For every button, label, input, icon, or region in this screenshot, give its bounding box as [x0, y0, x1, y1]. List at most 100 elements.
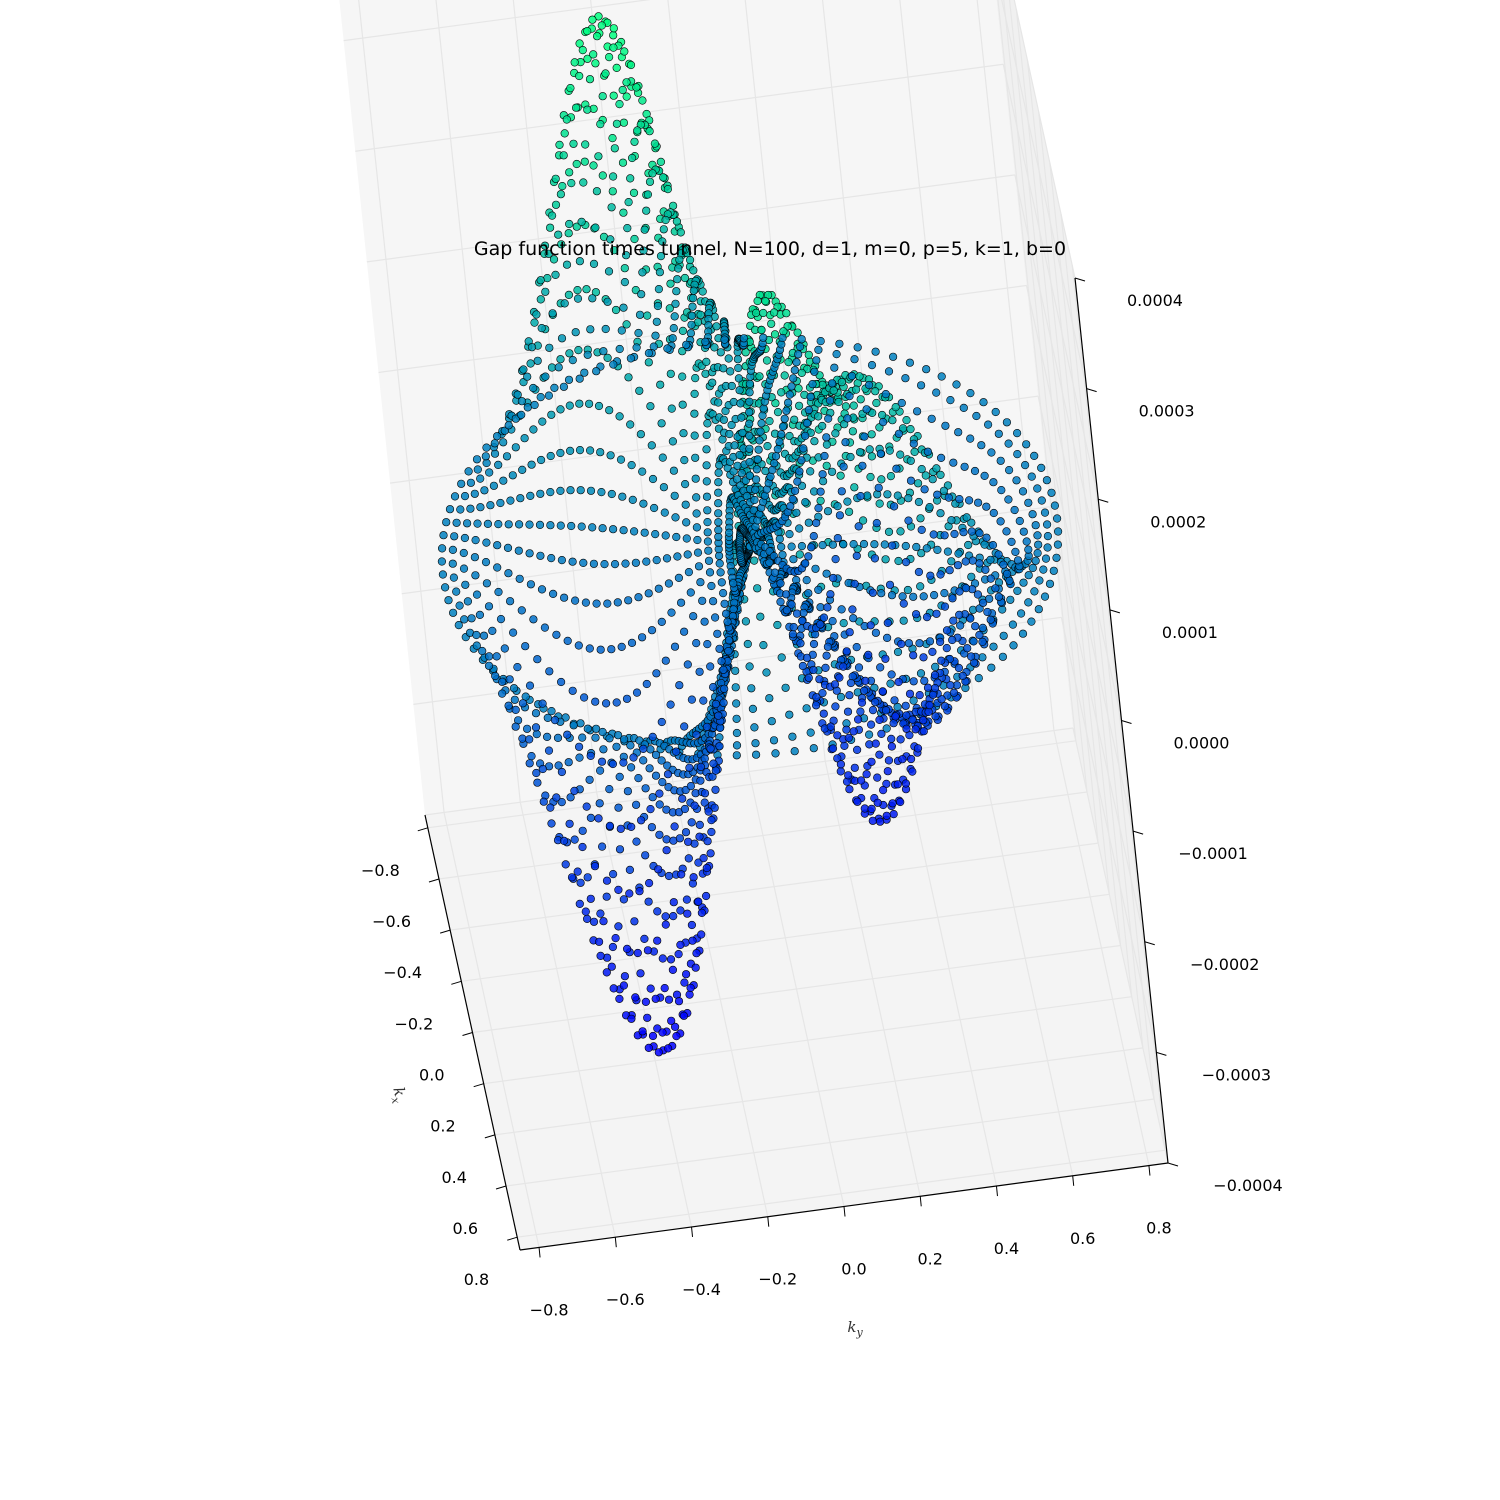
scatter-point [778, 333, 787, 343]
x-tick [484, 1134, 495, 1139]
scatter-point [510, 695, 519, 704]
scatter-point [575, 257, 585, 266]
scatter-point [789, 555, 798, 564]
y-tick [843, 1206, 846, 1217]
scatter-point [692, 638, 701, 648]
scatter-point [635, 887, 644, 896]
scatter-point [912, 407, 922, 416]
scatter-point [640, 528, 649, 537]
scatter-point [1030, 587, 1039, 596]
scatter-point [680, 978, 689, 987]
scatter-point [1037, 463, 1046, 473]
scatter-point [715, 742, 724, 751]
scatter-point [609, 43, 618, 52]
scatter-point [845, 392, 854, 401]
scatter-point [573, 867, 582, 876]
scatter-point [681, 970, 691, 979]
scatter-point [599, 745, 608, 754]
scatter-point [836, 767, 845, 776]
scatter-point [557, 334, 567, 343]
scatter-point [706, 662, 715, 671]
scatter-point [654, 285, 664, 294]
scatter-point [843, 707, 853, 716]
scatter-point [816, 603, 825, 612]
scatter-point [848, 605, 857, 614]
scatter-point [1009, 641, 1018, 650]
scatter-point [466, 478, 476, 487]
scatter-point [622, 944, 632, 954]
scatter-point [509, 684, 519, 693]
scatter-point [456, 505, 465, 514]
scatter-point [714, 525, 723, 535]
scatter-point [647, 626, 657, 635]
scatter-point [583, 873, 592, 882]
scatter-point [1033, 548, 1042, 558]
scatter-point [559, 593, 569, 602]
scatter-point [986, 615, 995, 624]
scatter-point [525, 549, 534, 558]
scatter-point [904, 516, 913, 525]
scatter-point [444, 596, 453, 605]
scatter-point [820, 451, 829, 461]
scatter-point [864, 730, 874, 739]
scatter-point [729, 467, 738, 476]
scatter-point [554, 230, 563, 239]
scatter-point [563, 636, 572, 646]
scatter-point [696, 578, 705, 587]
scatter-point [598, 92, 607, 101]
scatter-point [919, 716, 928, 725]
scatter-point [870, 554, 880, 563]
scatter-point [899, 599, 908, 608]
scatter-point [556, 486, 565, 496]
scatter-point [644, 358, 653, 367]
scatter-point [600, 559, 609, 569]
scatter-point [539, 797, 548, 806]
scatter-point [576, 719, 585, 728]
scatter-point [664, 871, 674, 881]
scatter-point [862, 405, 871, 414]
scatter-point [733, 461, 742, 470]
scatter-point [811, 564, 820, 573]
scatter-point [611, 305, 621, 315]
scatter-point [782, 406, 791, 415]
scatter-point [620, 972, 630, 981]
scatter-point [843, 414, 852, 423]
scatter-point [806, 392, 815, 402]
scatter-point [664, 579, 674, 588]
scatter-point [792, 508, 801, 517]
scatter-point [865, 445, 874, 454]
scatter-point [527, 460, 536, 469]
scatter-point [716, 568, 725, 577]
scatter-point [875, 750, 884, 759]
scatter-point [936, 453, 946, 463]
scatter-point [589, 559, 599, 568]
scatter-point [734, 374, 744, 383]
scatter-point [745, 388, 754, 397]
scatter-point [842, 647, 851, 656]
scatter-point [490, 439, 499, 448]
scatter-point [703, 506, 712, 515]
scatter-point [818, 688, 827, 698]
scatter-point [755, 436, 764, 445]
scatter-point [635, 310, 645, 319]
scatter-point [749, 506, 758, 515]
scatter-point [714, 478, 723, 487]
scatter-point [680, 480, 690, 489]
scatter-point [881, 390, 890, 399]
scatter-point [893, 647, 903, 657]
scatter-point [854, 522, 863, 531]
scatter-point [525, 520, 534, 529]
scatter-point [1030, 451, 1039, 461]
scatter-point [679, 1011, 689, 1020]
y-tick-label: −0.8 [530, 1300, 569, 1319]
scatter-point [660, 508, 669, 517]
scatter-point [660, 983, 669, 993]
scatter-point [1027, 617, 1036, 626]
scatter-point [450, 492, 460, 501]
scatter-point [517, 606, 526, 615]
scatter-point [690, 801, 699, 810]
scatter-point [917, 465, 926, 474]
scatter-point [888, 416, 897, 425]
scatter-point [707, 827, 716, 837]
scatter-point [626, 354, 636, 363]
